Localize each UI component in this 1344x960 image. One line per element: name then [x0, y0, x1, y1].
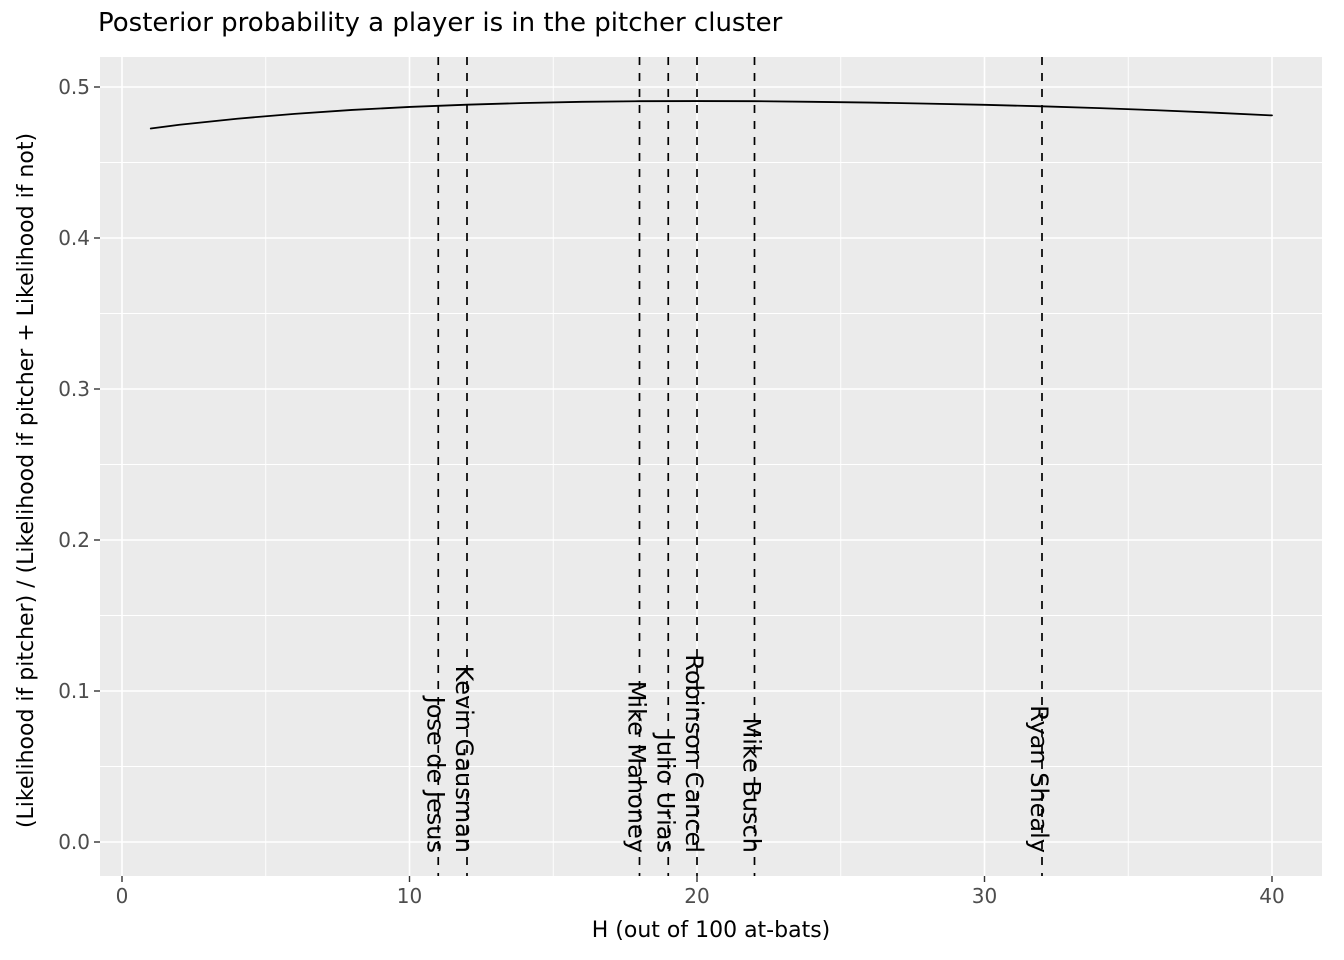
player-label: Robinson Cancel: [680, 654, 708, 853]
y-tick-label: 0.5: [58, 75, 90, 99]
y-tick-label: 0.2: [58, 528, 90, 552]
x-tick-label: 30: [972, 884, 997, 908]
x-axis-title: H (out of 100 at-bats): [591, 918, 831, 943]
x-tick-label: 40: [1259, 884, 1284, 908]
posterior-curve: [149, 100, 1273, 130]
player-label: Ryan Shealy: [1025, 705, 1053, 853]
y-tick-label: 0.1: [58, 679, 90, 703]
player-label: Mike Mahoney: [623, 681, 651, 853]
y-tick-label: 0.4: [58, 226, 90, 250]
y-tick-label: 0.3: [58, 377, 90, 401]
player-label: Kevin Gausman: [450, 666, 478, 853]
panel-background: [100, 57, 1322, 876]
y-tick-label: 0.0: [58, 830, 90, 854]
player-label: Mike Busch: [738, 718, 766, 853]
x-tick-label: 0: [116, 884, 129, 908]
player-label: Jose de Jesus: [421, 695, 449, 853]
player-label: Julio Urias: [651, 732, 679, 853]
x-tick-label: 20: [684, 884, 709, 908]
chart-title: Posterior probability a player is in the…: [98, 8, 783, 38]
x-tick-label: 10: [397, 884, 422, 908]
